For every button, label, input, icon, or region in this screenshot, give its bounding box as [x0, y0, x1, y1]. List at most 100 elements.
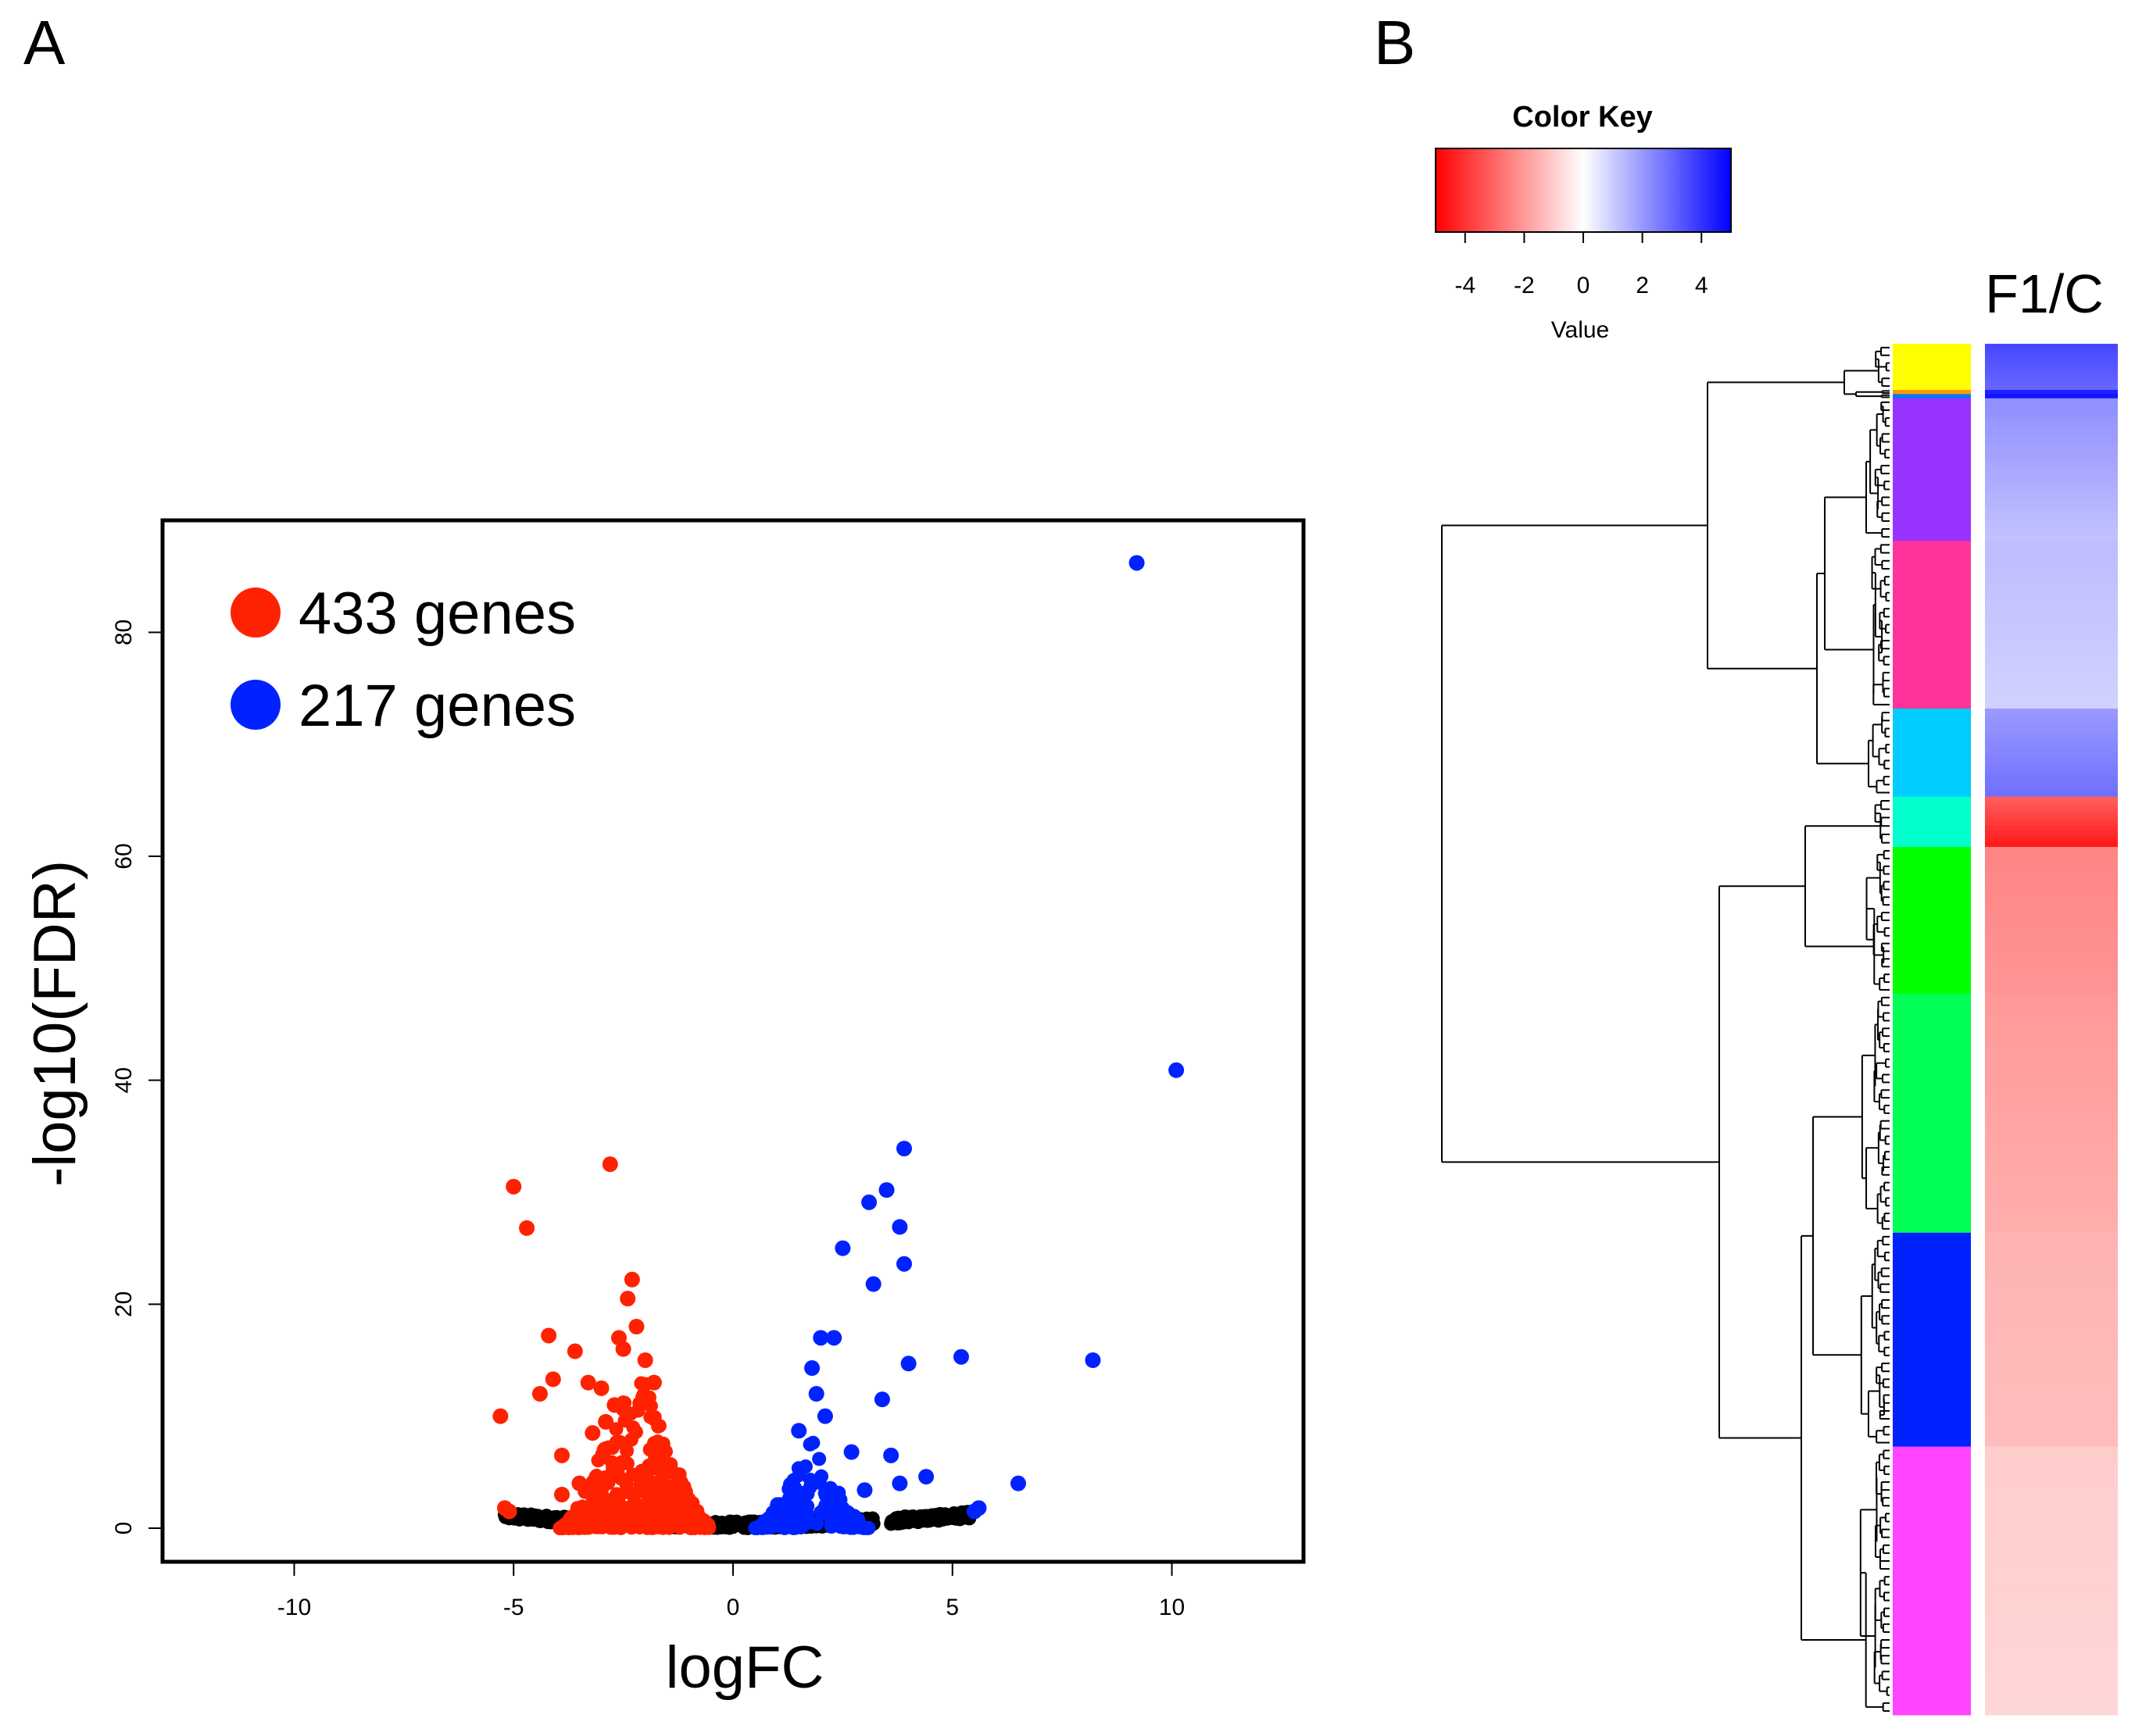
heatmap-cell [1985, 1258, 2118, 1263]
heatmap-cell [1985, 959, 2118, 965]
heatmap-cell [1985, 1614, 2118, 1620]
heatmap-cell [1985, 964, 2118, 970]
heatmap-cell [1985, 1492, 2118, 1498]
heatmap-cell [1985, 1559, 2118, 1565]
heatmap-cell [1985, 738, 2118, 743]
heatmap-cell [1985, 1409, 2118, 1414]
color-key-label: Value [1551, 317, 1610, 343]
heatmap-cell [1985, 578, 2118, 584]
heatmap-cell [1985, 1622, 2118, 1627]
y-tick-label: 60 [111, 843, 137, 869]
point-up [806, 1435, 821, 1450]
module-purple [1893, 398, 1971, 541]
point-up [789, 1520, 803, 1535]
y-tick-label: 0 [111, 1522, 137, 1535]
heatmap-cell [1985, 1035, 2118, 1041]
heatmap-cell [1985, 767, 2118, 773]
heatmap-cell [1985, 922, 2118, 927]
heatmap-cell [1985, 1467, 2118, 1473]
panel-b-label: B [1374, 8, 1415, 77]
heatmap-cell [1985, 1673, 2118, 1678]
heatmap-cell [1985, 1098, 2118, 1104]
point-down [637, 1389, 652, 1404]
y-axis-label: -log10(FDR) [22, 860, 88, 1187]
point-up [861, 1194, 878, 1210]
heatmap-cell [1985, 939, 2118, 945]
point-up [847, 1519, 862, 1534]
heatmap-cell [1985, 1505, 2118, 1510]
point-up [892, 1219, 908, 1235]
heatmap-cell [1985, 557, 2118, 563]
heatmap-cell [1985, 548, 2118, 554]
point-down [656, 1475, 671, 1490]
heatmap-cell [1985, 1136, 2118, 1141]
point-down [628, 1319, 645, 1334]
heatmap-cell [1985, 1291, 2118, 1296]
heatmap-cell [1985, 1551, 2118, 1556]
heatmap-cell [1985, 1320, 2118, 1326]
heatmap-cell [1985, 1526, 2118, 1531]
heatmap-cell [1985, 1488, 2118, 1494]
point-down [613, 1434, 628, 1449]
heatmap-cell [1985, 1643, 2118, 1648]
heatmap-cell [1985, 1480, 2118, 1485]
point-down [609, 1422, 624, 1437]
heatmap-cell [1985, 495, 2118, 500]
heatmap-cell [1985, 780, 2118, 785]
heatmap-cell [1985, 1404, 2118, 1409]
module-magenta [1893, 1446, 1971, 1716]
heatmap-cell [1985, 834, 2118, 839]
heatmap-cell [1985, 490, 2118, 495]
heatmap-cell [1985, 1438, 2118, 1443]
point-down [653, 1443, 667, 1458]
heatmap-cell [1985, 1463, 2118, 1468]
heatmap-cell [1985, 1145, 2118, 1150]
heatmap-cell [1985, 1329, 2118, 1334]
point-down [531, 1386, 548, 1402]
heatmap-cell [1985, 1358, 2118, 1363]
heatmap-cell [1985, 1014, 2118, 1020]
heatmap-cell [1985, 1530, 2118, 1535]
point-up [1010, 1475, 1026, 1491]
heatmap-cell [1985, 377, 2118, 382]
heatmap-cell [1985, 1581, 2118, 1586]
heatmap-cell [1985, 1131, 2118, 1137]
point-down [637, 1352, 653, 1368]
x-tick-label: -5 [503, 1595, 524, 1620]
heatmap-cell [1985, 452, 2118, 458]
heatmap-cell [1985, 1593, 2118, 1598]
point-down [585, 1425, 601, 1441]
heatmap-cell [1985, 968, 2118, 973]
heatmap-cell [1985, 1556, 2118, 1561]
point-up [826, 1330, 842, 1346]
heatmap-cell [1985, 1165, 2118, 1170]
point-up [833, 1492, 848, 1507]
point-down [640, 1467, 655, 1482]
heatmap-cell [1985, 1182, 2118, 1188]
point-down [554, 1447, 570, 1463]
heatmap-cell [1985, 876, 2118, 881]
heatmap-cell [1985, 553, 2118, 559]
heatmap-cell [1985, 523, 2118, 529]
y-axis: 0 20 40 60 80 [111, 620, 163, 1535]
point-up [808, 1386, 824, 1402]
volcano-plot: -10 -5 0 5 10 0 20 40 60 80 logFC -log10(FDR) 43… [22, 518, 1306, 1701]
heatmap-cell [1985, 486, 2118, 491]
x-axis-label: logFC [666, 1634, 824, 1701]
point-down [601, 1440, 616, 1455]
heatmap-cell [1985, 867, 2118, 873]
heatmap-cell [1985, 385, 2118, 391]
heatmap-cell [1985, 498, 2118, 504]
heatmap-cell [1985, 1379, 2118, 1384]
heatmap-cell [1985, 444, 2118, 449]
point-down [554, 1487, 570, 1502]
heatmap-cell [1985, 1345, 2118, 1351]
heatmap-cell [1985, 1115, 2118, 1120]
heatmap-cell [1985, 1547, 2118, 1552]
point-down [626, 1509, 641, 1524]
point-up [812, 1452, 827, 1466]
point-up [883, 1447, 899, 1463]
heatmap-cell [1985, 1198, 2118, 1204]
heatmap-cell [1985, 461, 2118, 466]
heatmap-cell [1985, 658, 2118, 663]
